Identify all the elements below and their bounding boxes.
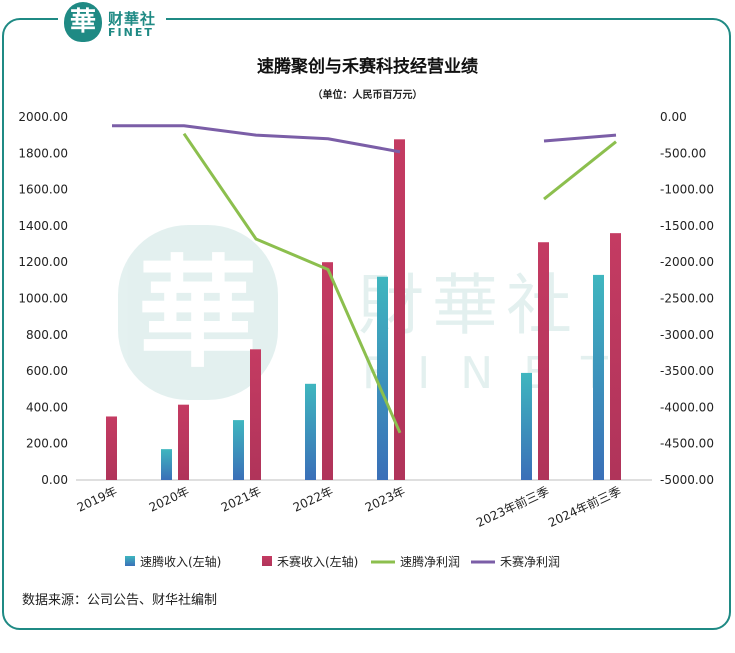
y-left-tick-label: 800.00 (26, 328, 68, 342)
y-right-tick-label: -2000.00 (660, 255, 714, 269)
y-right-tick-label: -5000.00 (660, 473, 714, 487)
bar-hesai-revenue (250, 349, 261, 480)
line-robosense-net-profit (182, 132, 402, 434)
bar-hesai-revenue (610, 233, 621, 480)
y-left-tick-label: 1000.00 (18, 292, 68, 306)
y-right-tick-label: 0.00 (660, 110, 687, 124)
bar-robosense-revenue (161, 449, 172, 480)
y-left-tick-label: 0.00 (41, 473, 68, 487)
y-right-tick-label: -3000.00 (660, 328, 714, 342)
y-left-tick-label: 1800.00 (18, 146, 68, 160)
x-tick-label: 2023年前三季 (474, 483, 552, 530)
lines (112, 124, 617, 434)
legend-swatch (262, 556, 272, 566)
chart-frame (2, 18, 731, 630)
y-right-tick-label: -3500.00 (660, 364, 714, 378)
y-right-tick-label: -2500.00 (660, 292, 714, 306)
y-left-tick-label: 400.00 (26, 400, 68, 414)
logo-text-cn: 财華社 (108, 10, 157, 28)
x-tick-label: 2024年前三季 (546, 483, 624, 530)
y-left-tick-label: 1600.00 (18, 183, 68, 197)
bar-robosense-revenue (521, 372, 532, 480)
watermark-seal (118, 225, 278, 400)
chart-title: 速腾聚创与禾赛科技经营业绩 (257, 57, 478, 77)
line-hesai-net-profit (543, 133, 617, 143)
line-robosense-net-profit (543, 140, 617, 201)
bars (106, 139, 621, 480)
bar-hesai-revenue (178, 404, 189, 480)
bar-robosense-revenue (233, 420, 244, 480)
y-left-tick-label: 2000.00 (18, 110, 68, 124)
line-hesai-net-profit (112, 124, 401, 154)
legend-label: 速腾净利润 (400, 554, 460, 569)
y-right-tick-label: -4500.00 (660, 437, 714, 451)
bar-hesai-revenue (394, 139, 405, 480)
watermark-seal-char: 華 (138, 243, 258, 384)
chart-unit: （单位：人民币百万元） (312, 90, 423, 101)
bar-robosense-revenue (377, 276, 388, 480)
bar-hesai-revenue (322, 262, 333, 480)
x-tick-label: 2019年 (75, 484, 119, 515)
legend-label: 速腾收入(左轴) (140, 554, 221, 569)
watermark-cn: 財華社 (358, 267, 580, 344)
legend-label: 禾赛净利润 (500, 554, 560, 569)
y-right-tick-label: -4000.00 (660, 400, 714, 414)
y-left-tick-label: 600.00 (26, 364, 68, 378)
legend: 速腾收入(左轴) 禾赛收入(左轴) 速腾净利润 禾赛净利润 (125, 554, 560, 569)
x-tick-label: 2023年 (363, 484, 407, 515)
logo: 華 财華社 FINET (58, 0, 166, 44)
bar-robosense-revenue (305, 383, 316, 480)
legend-label: 禾赛收入(左轴) (277, 554, 358, 569)
x-tick-label: 2021年 (219, 484, 263, 515)
y-left-tick-label: 200.00 (26, 437, 68, 451)
y-left-tick-label: 1200.00 (18, 255, 68, 269)
x-tick-label: 2020年 (147, 484, 191, 515)
bar-hesai-revenue (106, 416, 117, 480)
y-right-tick-label: -1000.00 (660, 183, 714, 197)
y-right-tick-label: -1500.00 (660, 219, 714, 233)
y-left-tick-label: 1400.00 (18, 219, 68, 233)
logo-text-en: FINET (108, 26, 154, 39)
bar-robosense-revenue (593, 274, 604, 480)
legend-swatch (125, 556, 135, 566)
logo-seal-icon: 華 (64, 2, 102, 42)
x-tick-label: 2022年 (291, 484, 335, 515)
bar-hesai-revenue (538, 242, 549, 480)
data-source: 数据来源：公司公告、财华社编制 (22, 593, 218, 608)
y-right-tick-label: -500.00 (660, 146, 706, 160)
